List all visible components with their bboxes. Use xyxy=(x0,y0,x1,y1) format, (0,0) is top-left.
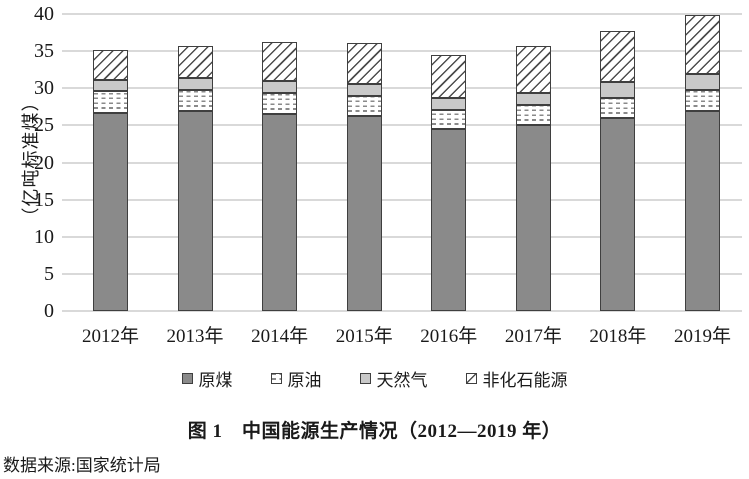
bar-segment-coal-2012年 xyxy=(93,112,128,311)
bar-segment-nonfossil-2016年 xyxy=(431,54,467,98)
bar-segment-gas-2012年 xyxy=(93,80,128,92)
y-tick-label: 10 xyxy=(34,225,54,248)
y-tick-label: 5 xyxy=(44,262,54,285)
bar-segment-gas-2018年 xyxy=(600,81,636,98)
gridline-35 xyxy=(62,50,742,53)
bar-segment-coal-2017年 xyxy=(515,125,551,311)
legend-swatch-oil xyxy=(270,373,282,384)
bar-segment-oil-2014年 xyxy=(262,92,298,115)
x-tick-label-2019年: 2019年 xyxy=(673,326,731,347)
bar-segment-gas-2015年 xyxy=(346,83,382,97)
legend-item-gas: 天然气 xyxy=(359,366,428,391)
gridline-0 xyxy=(62,310,742,312)
bar-segment-coal-2015年 xyxy=(346,116,382,311)
legend: 原煤 原油 天然气 非化石能源 xyxy=(0,366,749,391)
y-tick-label: 30 xyxy=(34,77,54,100)
bar-segment-nonfossil-2015年 xyxy=(346,42,382,84)
x-tick-label-2013年: 2013年 xyxy=(166,326,224,347)
y-tick-label: 20 xyxy=(34,151,54,174)
bar-segment-gas-2013年 xyxy=(177,77,213,90)
figure-title: 图 1 中国能源生产情况（2012—2019 年） xyxy=(187,421,562,442)
x-tick-label-2016年: 2016年 xyxy=(420,326,478,347)
bar-segment-nonfossil-2017年 xyxy=(515,45,551,93)
bar-segment-oil-2019年 xyxy=(684,90,720,111)
bar-segment-nonfossil-2018年 xyxy=(600,31,636,82)
bar-segment-coal-2014年 xyxy=(262,114,298,311)
legend-swatch-coal xyxy=(181,373,193,384)
bar-segment-coal-2019年 xyxy=(684,110,720,311)
gridline-5 xyxy=(62,272,742,275)
gridline-30 xyxy=(62,87,742,90)
y-tick-label: 25 xyxy=(34,114,54,137)
legend-item-oil: 原油 xyxy=(270,366,322,391)
bar-segment-nonfossil-2019年 xyxy=(684,15,720,75)
bar-segment-coal-2018年 xyxy=(600,117,636,311)
y-tick-label: 15 xyxy=(34,188,54,211)
legend-swatch-gas xyxy=(359,373,371,384)
x-tick-label-2012年: 2012年 xyxy=(81,326,140,347)
bar-segment-oil-2016年 xyxy=(431,109,467,130)
x-tick-label-2017年: 2017年 xyxy=(504,326,562,347)
legend-label: 原煤 xyxy=(198,371,233,390)
x-tick-label-2015年: 2015年 xyxy=(335,326,393,347)
data-source: 数据来源:国家统计局 xyxy=(3,456,161,475)
gridline-25 xyxy=(62,124,742,127)
legend-label: 天然气 xyxy=(376,371,428,390)
legend-item-nonfossil: 非化石能源 xyxy=(465,366,568,391)
y-tick-label: 40 xyxy=(34,3,54,25)
x-tick-label-2018年: 2018年 xyxy=(589,326,647,347)
x-tick-label-2014年: 2014年 xyxy=(251,326,309,347)
bar-segment-gas-2016年 xyxy=(431,97,467,110)
bar-segment-oil-2018年 xyxy=(600,97,636,118)
bar-segment-coal-2013年 xyxy=(177,110,213,311)
bar-segment-gas-2017年 xyxy=(515,92,551,106)
bar-segment-oil-2012年 xyxy=(93,91,128,113)
bar-segment-nonfossil-2014年 xyxy=(262,42,298,81)
bar-segment-gas-2014年 xyxy=(262,80,298,93)
bar-segment-coal-2016年 xyxy=(431,129,467,311)
gridline-15 xyxy=(62,198,742,201)
legend-label: 非化石能源 xyxy=(482,371,568,390)
y-tick-label: 35 xyxy=(34,40,54,63)
y-tick-label: 0 xyxy=(44,300,54,322)
gridline-40 xyxy=(62,13,742,15)
bar-segment-oil-2017年 xyxy=(515,105,551,126)
plot-area xyxy=(62,13,742,312)
legend-swatch-nonfossil xyxy=(465,373,477,384)
bar-segment-oil-2015年 xyxy=(346,96,382,117)
bar-segment-gas-2019年 xyxy=(684,74,720,91)
bar-segment-nonfossil-2013年 xyxy=(177,45,213,78)
bar-segment-oil-2013年 xyxy=(177,89,213,111)
gridline-20 xyxy=(62,161,742,164)
bar-segment-nonfossil-2012年 xyxy=(93,50,128,81)
legend-label: 原油 xyxy=(287,371,322,390)
legend-item-coal: 原煤 xyxy=(181,366,233,391)
gridline-10 xyxy=(62,235,742,238)
